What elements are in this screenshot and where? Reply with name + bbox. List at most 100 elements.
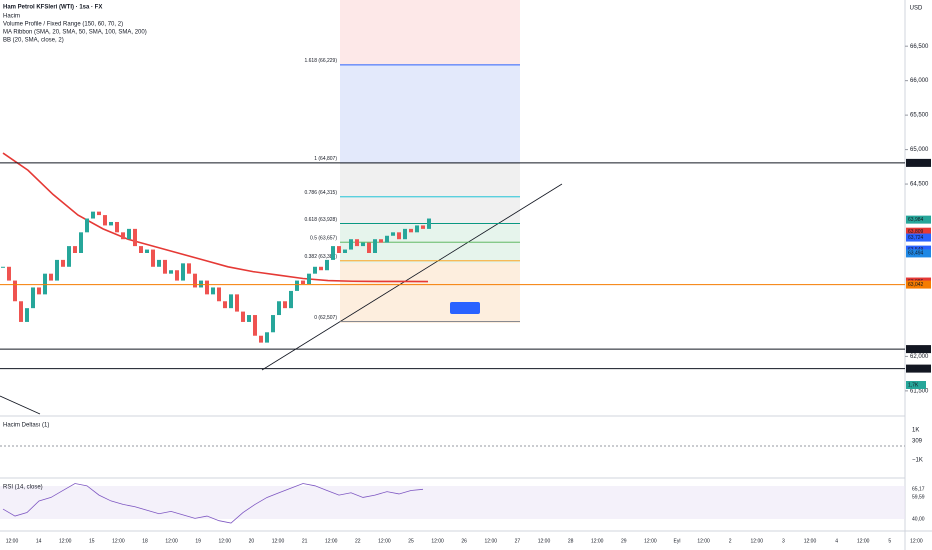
candle (157, 259, 161, 267)
volume-badge (906, 381, 926, 389)
rsi-label: 59,59 (912, 494, 925, 500)
candle (235, 294, 239, 312)
candle (139, 246, 143, 253)
candle (181, 263, 185, 281)
candle (391, 232, 395, 236)
candle (229, 294, 233, 309)
candle (205, 280, 209, 295)
fib-zone (340, 263, 520, 323)
candle (415, 225, 419, 233)
candle (7, 266, 11, 281)
time-label: 12:00 (59, 538, 72, 544)
candle (127, 228, 131, 240)
candle (349, 239, 353, 250)
time-label: 12:00 (910, 538, 923, 544)
fib-label: 0.618 (63,928) (304, 217, 337, 223)
time-label: 12:00 (165, 538, 178, 544)
time-label: 14 (36, 538, 42, 544)
candle (55, 259, 59, 281)
price-badge (906, 233, 931, 242)
price-badge-label: 63,042 (908, 282, 924, 288)
price-badge (906, 215, 931, 224)
candle (241, 311, 245, 322)
time-label: 28 (568, 538, 574, 544)
price-badge-label: 63,809 (908, 229, 924, 235)
rsi-line (2, 483, 424, 524)
time-label: 12:00 (591, 538, 604, 544)
candle (211, 287, 215, 295)
candle (361, 242, 365, 247)
candle (133, 228, 137, 247)
rsi-label: 40,00 (912, 516, 925, 522)
price-label: 64,500 (910, 182, 929, 188)
candle (295, 280, 299, 291)
time-label: 12:00 (378, 538, 391, 544)
candle (103, 215, 107, 226)
time-label: 18 (142, 538, 148, 544)
time-label: 20 (249, 538, 255, 544)
candle (409, 228, 413, 233)
candle (277, 301, 281, 316)
time-label: 15 (89, 538, 95, 544)
fib-zone (340, 0, 520, 65)
candle (223, 301, 227, 309)
candle (379, 239, 383, 243)
rsi-band (0, 486, 905, 519)
delta-label: 1K (912, 428, 919, 434)
price-badge-label: 62,106 (908, 346, 924, 352)
price-label: 66,500 (910, 44, 929, 50)
time-label: 19 (195, 538, 201, 544)
candle (259, 335, 263, 343)
candle (421, 225, 425, 229)
annotation (450, 302, 480, 314)
candle (67, 246, 71, 267)
fib-label: 0 (62,507) (314, 315, 337, 321)
time-label: 12:00 (272, 538, 285, 544)
time-label: 5 (888, 538, 891, 544)
candle (367, 242, 371, 253)
candle (427, 218, 431, 229)
fib-label: 0.5 (63,657) (310, 236, 337, 242)
fib-label: 0.382 (63,386) (304, 254, 337, 260)
candle (253, 315, 257, 336)
time-label: 4 (835, 538, 838, 544)
candle (13, 280, 17, 302)
time-label: 12:00 (644, 538, 657, 544)
indicator-legend: MA Ribbon (SMA, 20, SMA, 50, SMA, 100, S… (3, 30, 147, 36)
price-badge (906, 364, 931, 373)
candle (193, 273, 197, 288)
time-label: 22 (355, 538, 361, 544)
candle (265, 332, 269, 343)
candle (91, 211, 95, 219)
candle (37, 287, 41, 295)
price-label: 65,500 (910, 113, 929, 119)
time-label: 12:00 (325, 538, 338, 544)
rsi-label: 65,17 (912, 486, 925, 492)
candle (43, 273, 47, 295)
candle (31, 287, 35, 309)
candle (97, 211, 101, 216)
candle (271, 315, 275, 333)
price-badge-label: 63,494 (908, 251, 924, 257)
fib-label: 1 (64,807) (314, 156, 337, 162)
time-label: 12:00 (6, 538, 19, 544)
candle (319, 266, 323, 271)
time-label: 12:00 (538, 538, 551, 544)
fib-zone (340, 65, 520, 163)
price-badge (906, 280, 931, 289)
candle (217, 287, 221, 302)
candle (187, 263, 191, 274)
time-label: 26 (461, 538, 467, 544)
time-label: 12:00 (112, 538, 125, 544)
candle (403, 228, 407, 240)
candle (49, 273, 53, 281)
price-label: 61,500 (910, 388, 929, 394)
time-label: 2 (729, 538, 732, 544)
indicator-legend: Volume Profile / Fixed Range (150, 60, 7… (3, 22, 123, 28)
time-label: 25 (408, 538, 414, 544)
price-badge (906, 345, 931, 354)
time-label: 12:00 (219, 538, 232, 544)
price-label: 66,000 (910, 78, 929, 84)
fib-label: 1.618 (66,229) (304, 58, 337, 64)
